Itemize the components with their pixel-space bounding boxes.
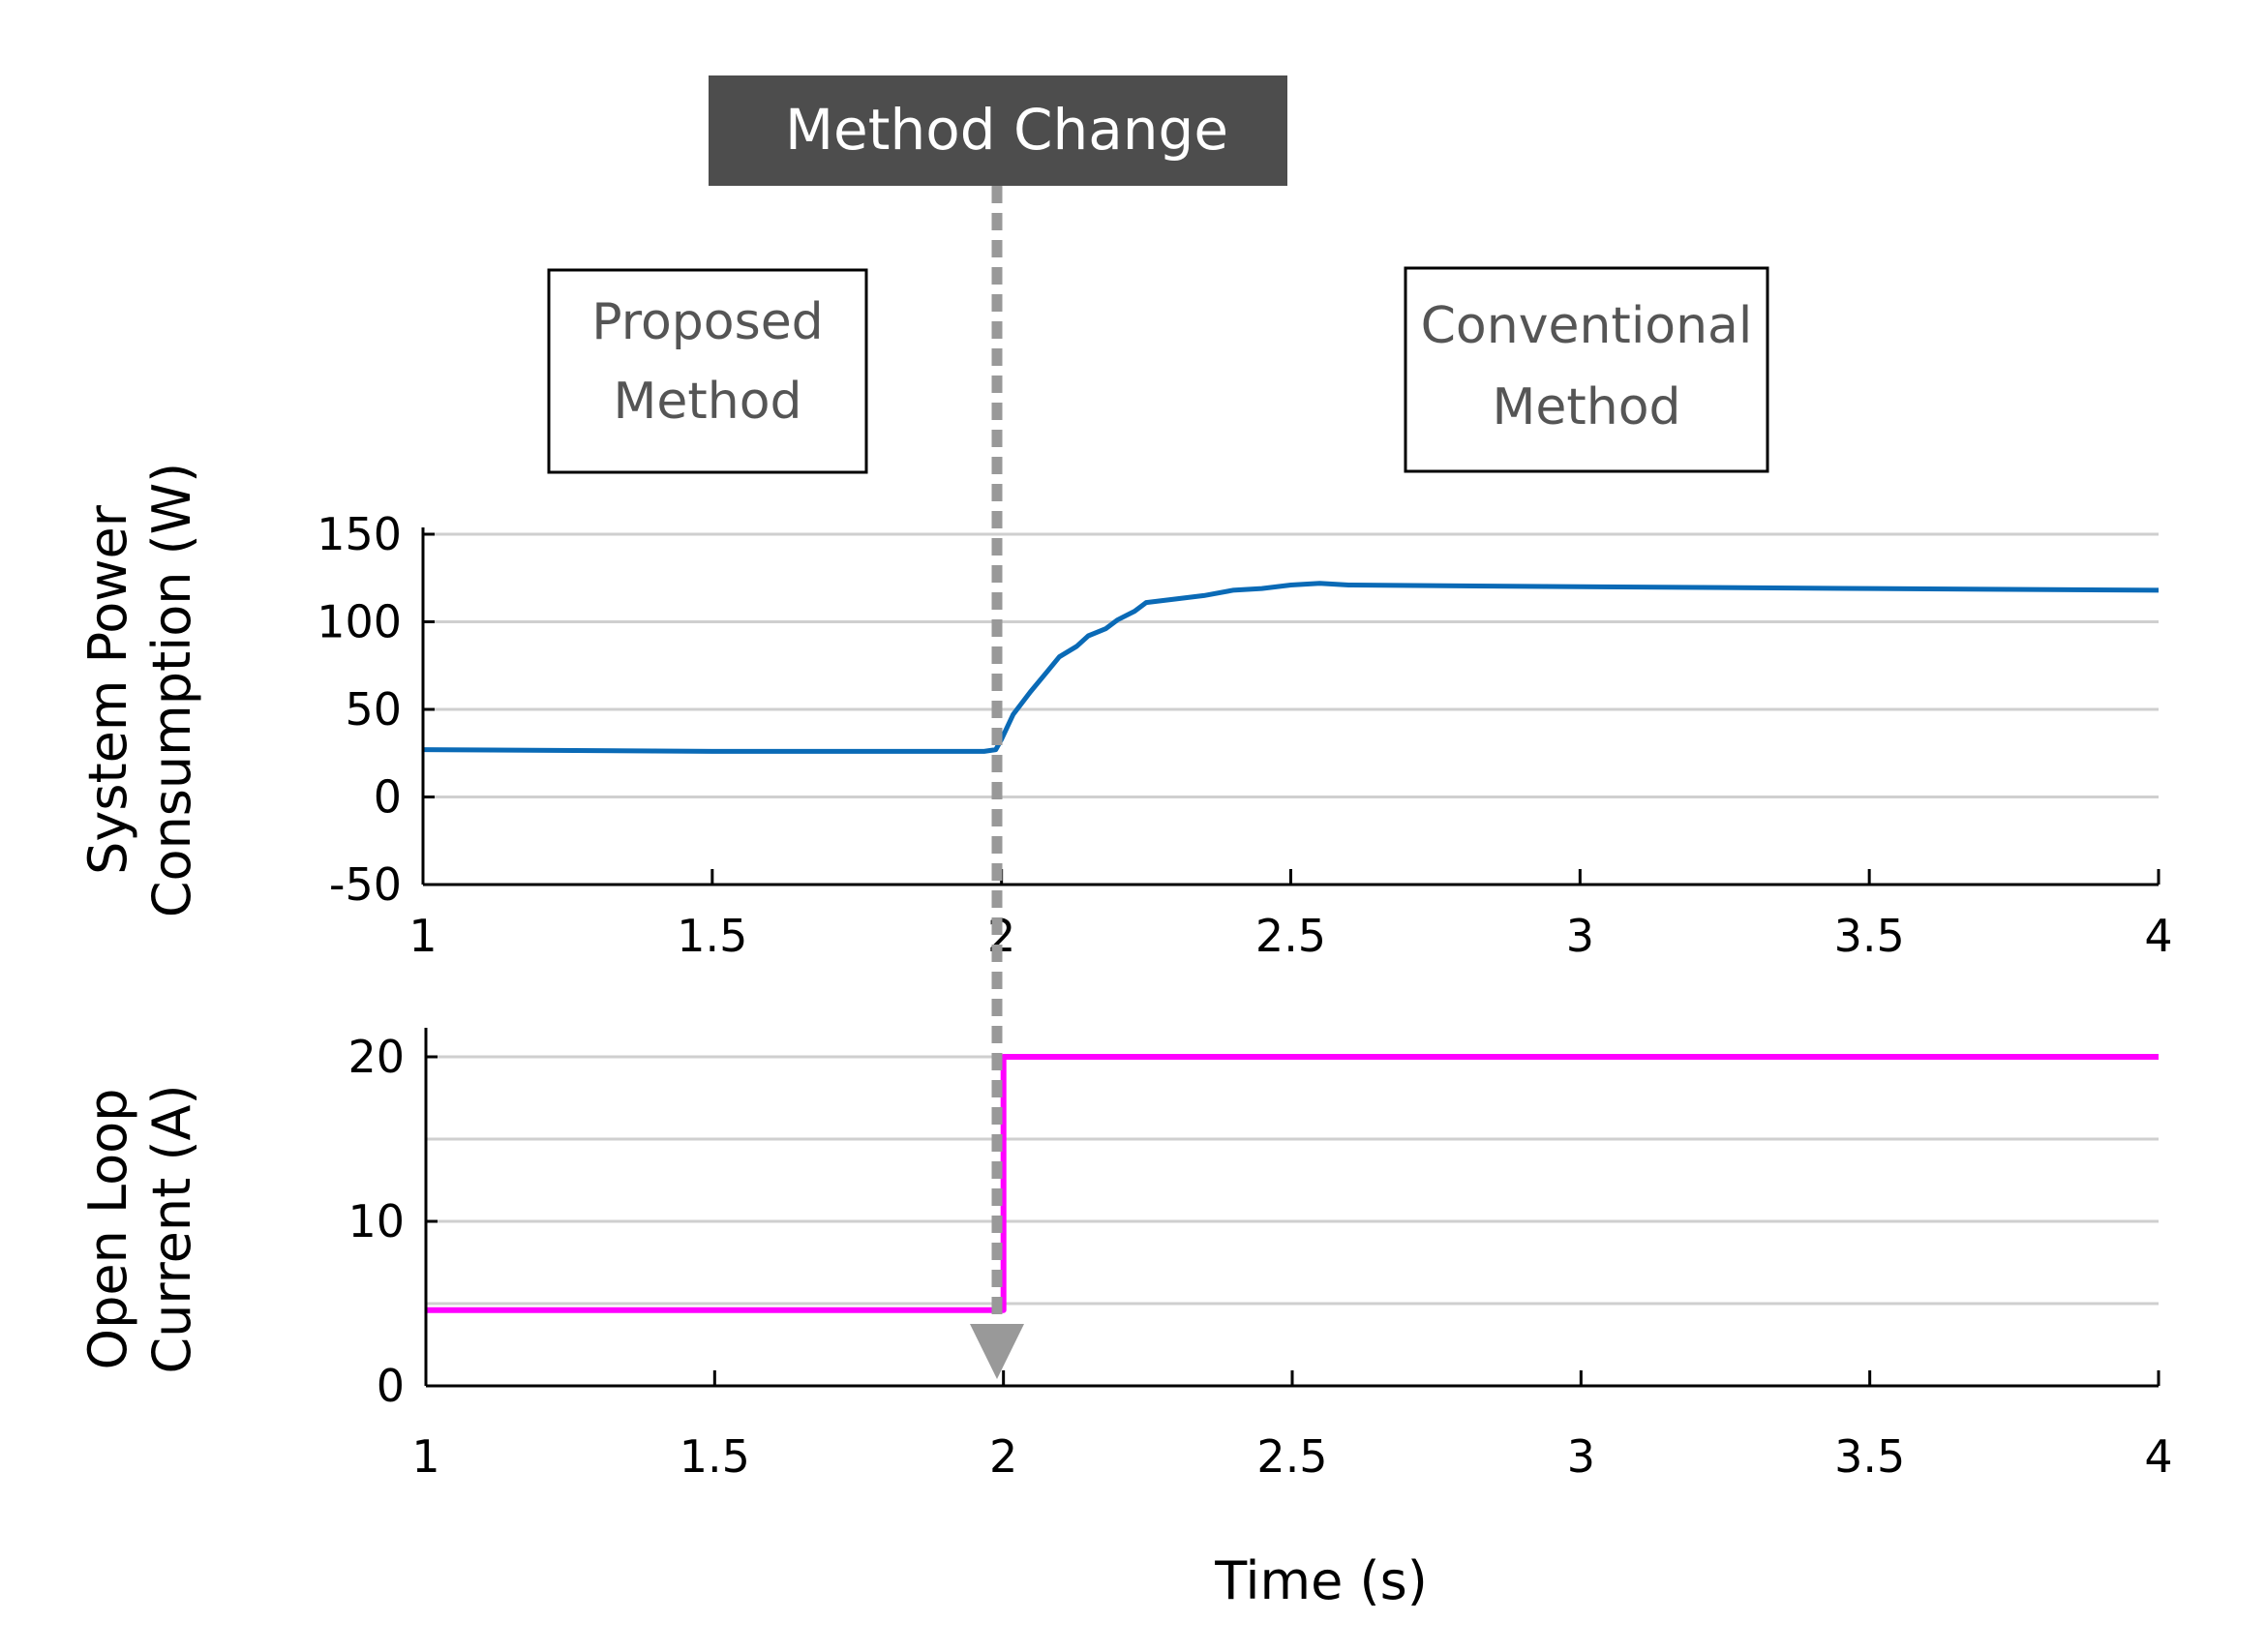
y-axis-title: System Power Consumption (W)	[77, 463, 202, 917]
y-tick-label: 150	[317, 508, 402, 560]
x-tick-label: 2	[989, 1430, 1017, 1483]
y-tick-label: 20	[347, 1031, 405, 1083]
y-axis-title-line: Open Loop	[77, 1089, 138, 1370]
divider-arrowhead	[970, 1324, 1024, 1379]
y-tick-label: 0	[374, 771, 402, 824]
x-tick-label: 1.5	[677, 910, 747, 962]
y-tick-label: 100	[317, 596, 402, 648]
method-change-banner	[709, 75, 1287, 186]
overlay-layer	[970, 186, 1024, 1379]
x-tick-label: 1	[411, 1430, 439, 1483]
conventional-box-line1: Conventional	[1421, 297, 1753, 355]
x-tick-label: 4	[2144, 1430, 2172, 1483]
y-tick-label: 0	[377, 1360, 405, 1412]
proposed-box-line1: Proposed	[591, 293, 823, 351]
method-change-label: Method Change	[785, 97, 1228, 163]
x-tick-label: 2.5	[1256, 1430, 1327, 1483]
proposed-box-line2: Method	[613, 373, 801, 431]
conventional-box-line2: Method	[1492, 378, 1680, 436]
x-tick-label: 2.5	[1255, 910, 1326, 962]
x-tick-label: 3	[1566, 910, 1594, 962]
y-axis-title-line: Current (A)	[141, 1084, 202, 1373]
y-axis-title: Open Loop Current (A)	[77, 1084, 202, 1373]
current-series-line	[426, 1054, 2159, 1313]
y-tick-label: 50	[345, 683, 402, 736]
x-tick-label: 3.5	[1834, 1430, 1905, 1483]
x-tick-label: 3	[1567, 1430, 1595, 1483]
y-axis-title-line: System Power	[77, 504, 138, 875]
shared-x-axis-title: Time (s)	[1214, 1550, 1428, 1611]
y-axis-title-line: Consumption (W)	[141, 463, 202, 917]
y-tick-label: 10	[347, 1195, 405, 1247]
conventional-method-box	[1404, 266, 1769, 473]
x-tick-label: 4	[2144, 910, 2172, 962]
y-tick-label: -50	[329, 858, 402, 911]
x-tick-label: 1	[408, 910, 437, 962]
axes-layer	[421, 527, 2160, 1388]
proposed-method-box	[547, 268, 868, 474]
x-tick-label: 1.5	[680, 1430, 750, 1483]
power-series-line	[422, 581, 2160, 754]
x-tick-label: 3.5	[1834, 910, 1905, 962]
